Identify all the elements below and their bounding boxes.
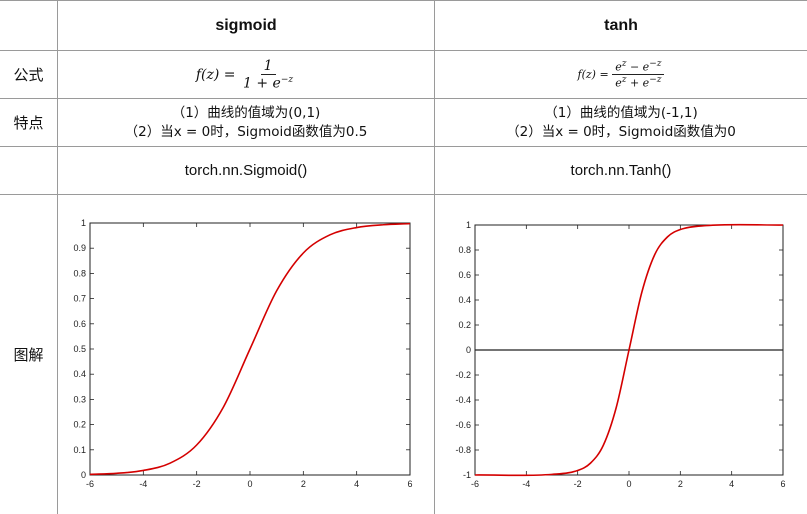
y-tick-label: 0 xyxy=(466,345,471,355)
x-tick-label: 2 xyxy=(301,479,306,489)
denominator-exponent: −z xyxy=(280,74,294,85)
table-border xyxy=(0,146,807,147)
y-tick-label: 1 xyxy=(81,218,86,228)
y-tick-label: 0.2 xyxy=(458,320,471,330)
feature-line: （1）曲线的值域为(0,1) xyxy=(171,104,321,121)
row-label-plot: 图解 xyxy=(13,346,44,364)
x-tick-label: 6 xyxy=(407,479,412,489)
formula-numerator: ez − e−z xyxy=(612,59,665,75)
y-tick-label: 0.7 xyxy=(73,294,86,304)
y-tick-label: 0.3 xyxy=(73,394,86,404)
den-exponent: z xyxy=(621,75,627,85)
tanh-curve xyxy=(474,223,784,477)
x-tick-label: -2 xyxy=(574,479,582,489)
den-term: + e xyxy=(626,76,650,90)
x-tick-label: 4 xyxy=(354,479,359,489)
x-tick-label: -4 xyxy=(139,479,147,489)
y-tick-label: 0.1 xyxy=(73,445,86,455)
formula-fraction: 1 1 + e−z xyxy=(240,58,296,92)
table-border xyxy=(57,0,58,514)
tanh-chart: -6 -4 -2 0 2 4 6 -1 -0.8 -0.6 -0.4 -0.2 0 0.2 0.4 0.6 0.… xyxy=(455,220,785,489)
x-tick-label: -2 xyxy=(193,479,201,489)
y-tick-label: 0.4 xyxy=(73,369,86,379)
formula-denominator: 1 + e−z xyxy=(240,75,296,92)
sigmoid-curve xyxy=(89,222,411,476)
y-tick-label: 0.8 xyxy=(458,245,471,255)
y-tick-label: -0.6 xyxy=(455,420,471,430)
feature-line: （2）当x = 0时，Sigmoid函数值为0.5 xyxy=(124,123,368,140)
y-tick-label: -0.2 xyxy=(455,370,471,380)
sigmoid-features: （1）曲线的值域为(0,1) （2）当x = 0时，Sigmoid函数值为0.5 xyxy=(58,99,434,146)
sigmoid-chart: -6 -4 -2 0 2 4 6 0 0.1 0.2 0.3 0.4 0.5 0.6 0.7 0.8 0.9 1 xyxy=(73,218,412,489)
y-tick-label: -1 xyxy=(463,470,471,480)
column-header-tanh: tanh xyxy=(604,16,638,34)
formula-lhs: f(z) = xyxy=(195,66,236,83)
formula-fraction: ez − e−z ez + e−z xyxy=(612,59,665,90)
tanh-formula: f(z) = ez − e−z ez + e−z xyxy=(435,51,807,98)
y-tick-label: -0.8 xyxy=(455,445,471,455)
y-tick-label: 0.6 xyxy=(458,270,471,280)
num-exponent: −z xyxy=(649,59,662,70)
feature-line: （2）当x = 0时，Sigmoid函数值为0 xyxy=(506,123,736,140)
den-term: e xyxy=(615,76,622,90)
x-tick-label: 0 xyxy=(626,479,631,489)
row-label-features: 特点 xyxy=(13,114,44,132)
formula-lhs: f(z) = xyxy=(577,68,609,81)
x-tick-label: -6 xyxy=(86,479,94,489)
feature-line: （1）曲线的值域为(-1,1) xyxy=(544,104,698,121)
y-tick-label: 0.6 xyxy=(73,319,86,329)
x-tick-label: -6 xyxy=(471,479,479,489)
tanh-api: torch.nn.Tanh() xyxy=(570,162,672,179)
x-tick-label: 4 xyxy=(729,479,734,489)
y-tick-label: 1 xyxy=(466,220,471,230)
den-exponent: −z xyxy=(649,75,662,85)
y-tick-label: 0 xyxy=(81,470,86,480)
column-header-sigmoid: sigmoid xyxy=(215,16,277,34)
tanh-features: （1）曲线的值域为(-1,1) （2）当x = 0时，Sigmoid函数值为0 xyxy=(435,99,807,146)
x-tick-label: 6 xyxy=(780,479,785,489)
num-exponent: z xyxy=(621,59,627,70)
y-tick-label: 0.5 xyxy=(73,344,86,354)
y-tick-label: 0.4 xyxy=(458,295,471,305)
table-border xyxy=(434,0,435,514)
formula-numerator: 1 xyxy=(260,58,276,75)
table-border xyxy=(0,0,807,1)
num-term: e xyxy=(615,61,622,74)
row-label-formula: 公式 xyxy=(13,66,44,84)
denominator-base: 1 + e xyxy=(243,75,281,92)
formula-denominator: ez + e−z xyxy=(612,75,664,90)
x-tick-label: 0 xyxy=(247,479,252,489)
y-tick-label: -0.4 xyxy=(455,395,471,405)
num-term: − e xyxy=(626,61,650,74)
y-tick-label: 0.9 xyxy=(73,243,86,253)
table-border xyxy=(0,98,807,99)
y-tick-label: 0.2 xyxy=(73,420,86,430)
table-border xyxy=(0,50,807,51)
x-tick-label: 2 xyxy=(678,479,683,489)
x-tick-label: -4 xyxy=(522,479,530,489)
table-border xyxy=(0,194,807,195)
sigmoid-api: torch.nn.Sigmoid() xyxy=(184,162,308,179)
sigmoid-formula: f(z) = 1 1 + e−z xyxy=(58,51,434,98)
y-tick-label: 0.8 xyxy=(73,268,86,278)
